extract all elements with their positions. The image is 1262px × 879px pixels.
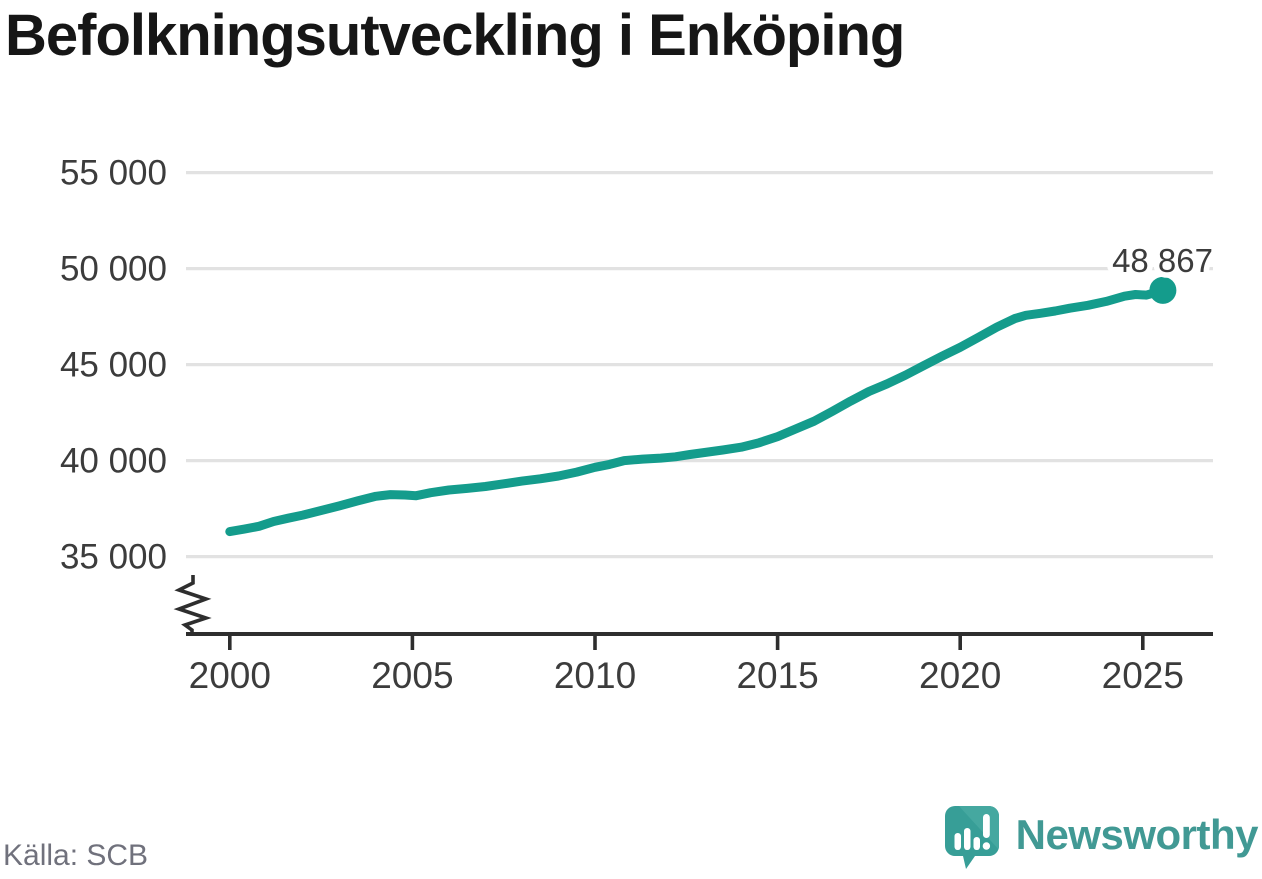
end-value-label: 48 867 (1112, 242, 1213, 279)
y-tick-label: 50 000 (60, 250, 167, 289)
x-tick-label: 2025 (1102, 655, 1184, 696)
logo-bars (954, 814, 990, 850)
page-title: Befolkningsutveckling i Enköping (5, 3, 905, 68)
x-tick-label: 2005 (371, 655, 453, 696)
x-tick-label: 2010 (554, 655, 636, 696)
population-line (225, 285, 1168, 537)
y-tick-label: 40 000 (60, 442, 167, 481)
newsworthy-brand: Newsworthy (944, 805, 1259, 871)
x-tick-label: 2020 (919, 655, 1001, 696)
x-tick-label: 2000 (189, 655, 271, 696)
y-tick-label: 55 000 (60, 154, 167, 193)
y-tick-label: 45 000 (60, 346, 167, 385)
end-point-dot (1149, 276, 1177, 304)
y-tick-label: 35 000 (60, 538, 167, 577)
x-tick-label: 2015 (736, 655, 818, 696)
axis-break-icon (173, 575, 212, 633)
newsworthy-wordmark: Newsworthy (1015, 811, 1259, 858)
source-note: Källa: SCB (3, 839, 149, 872)
newsworthy-logo-icon (944, 806, 999, 869)
